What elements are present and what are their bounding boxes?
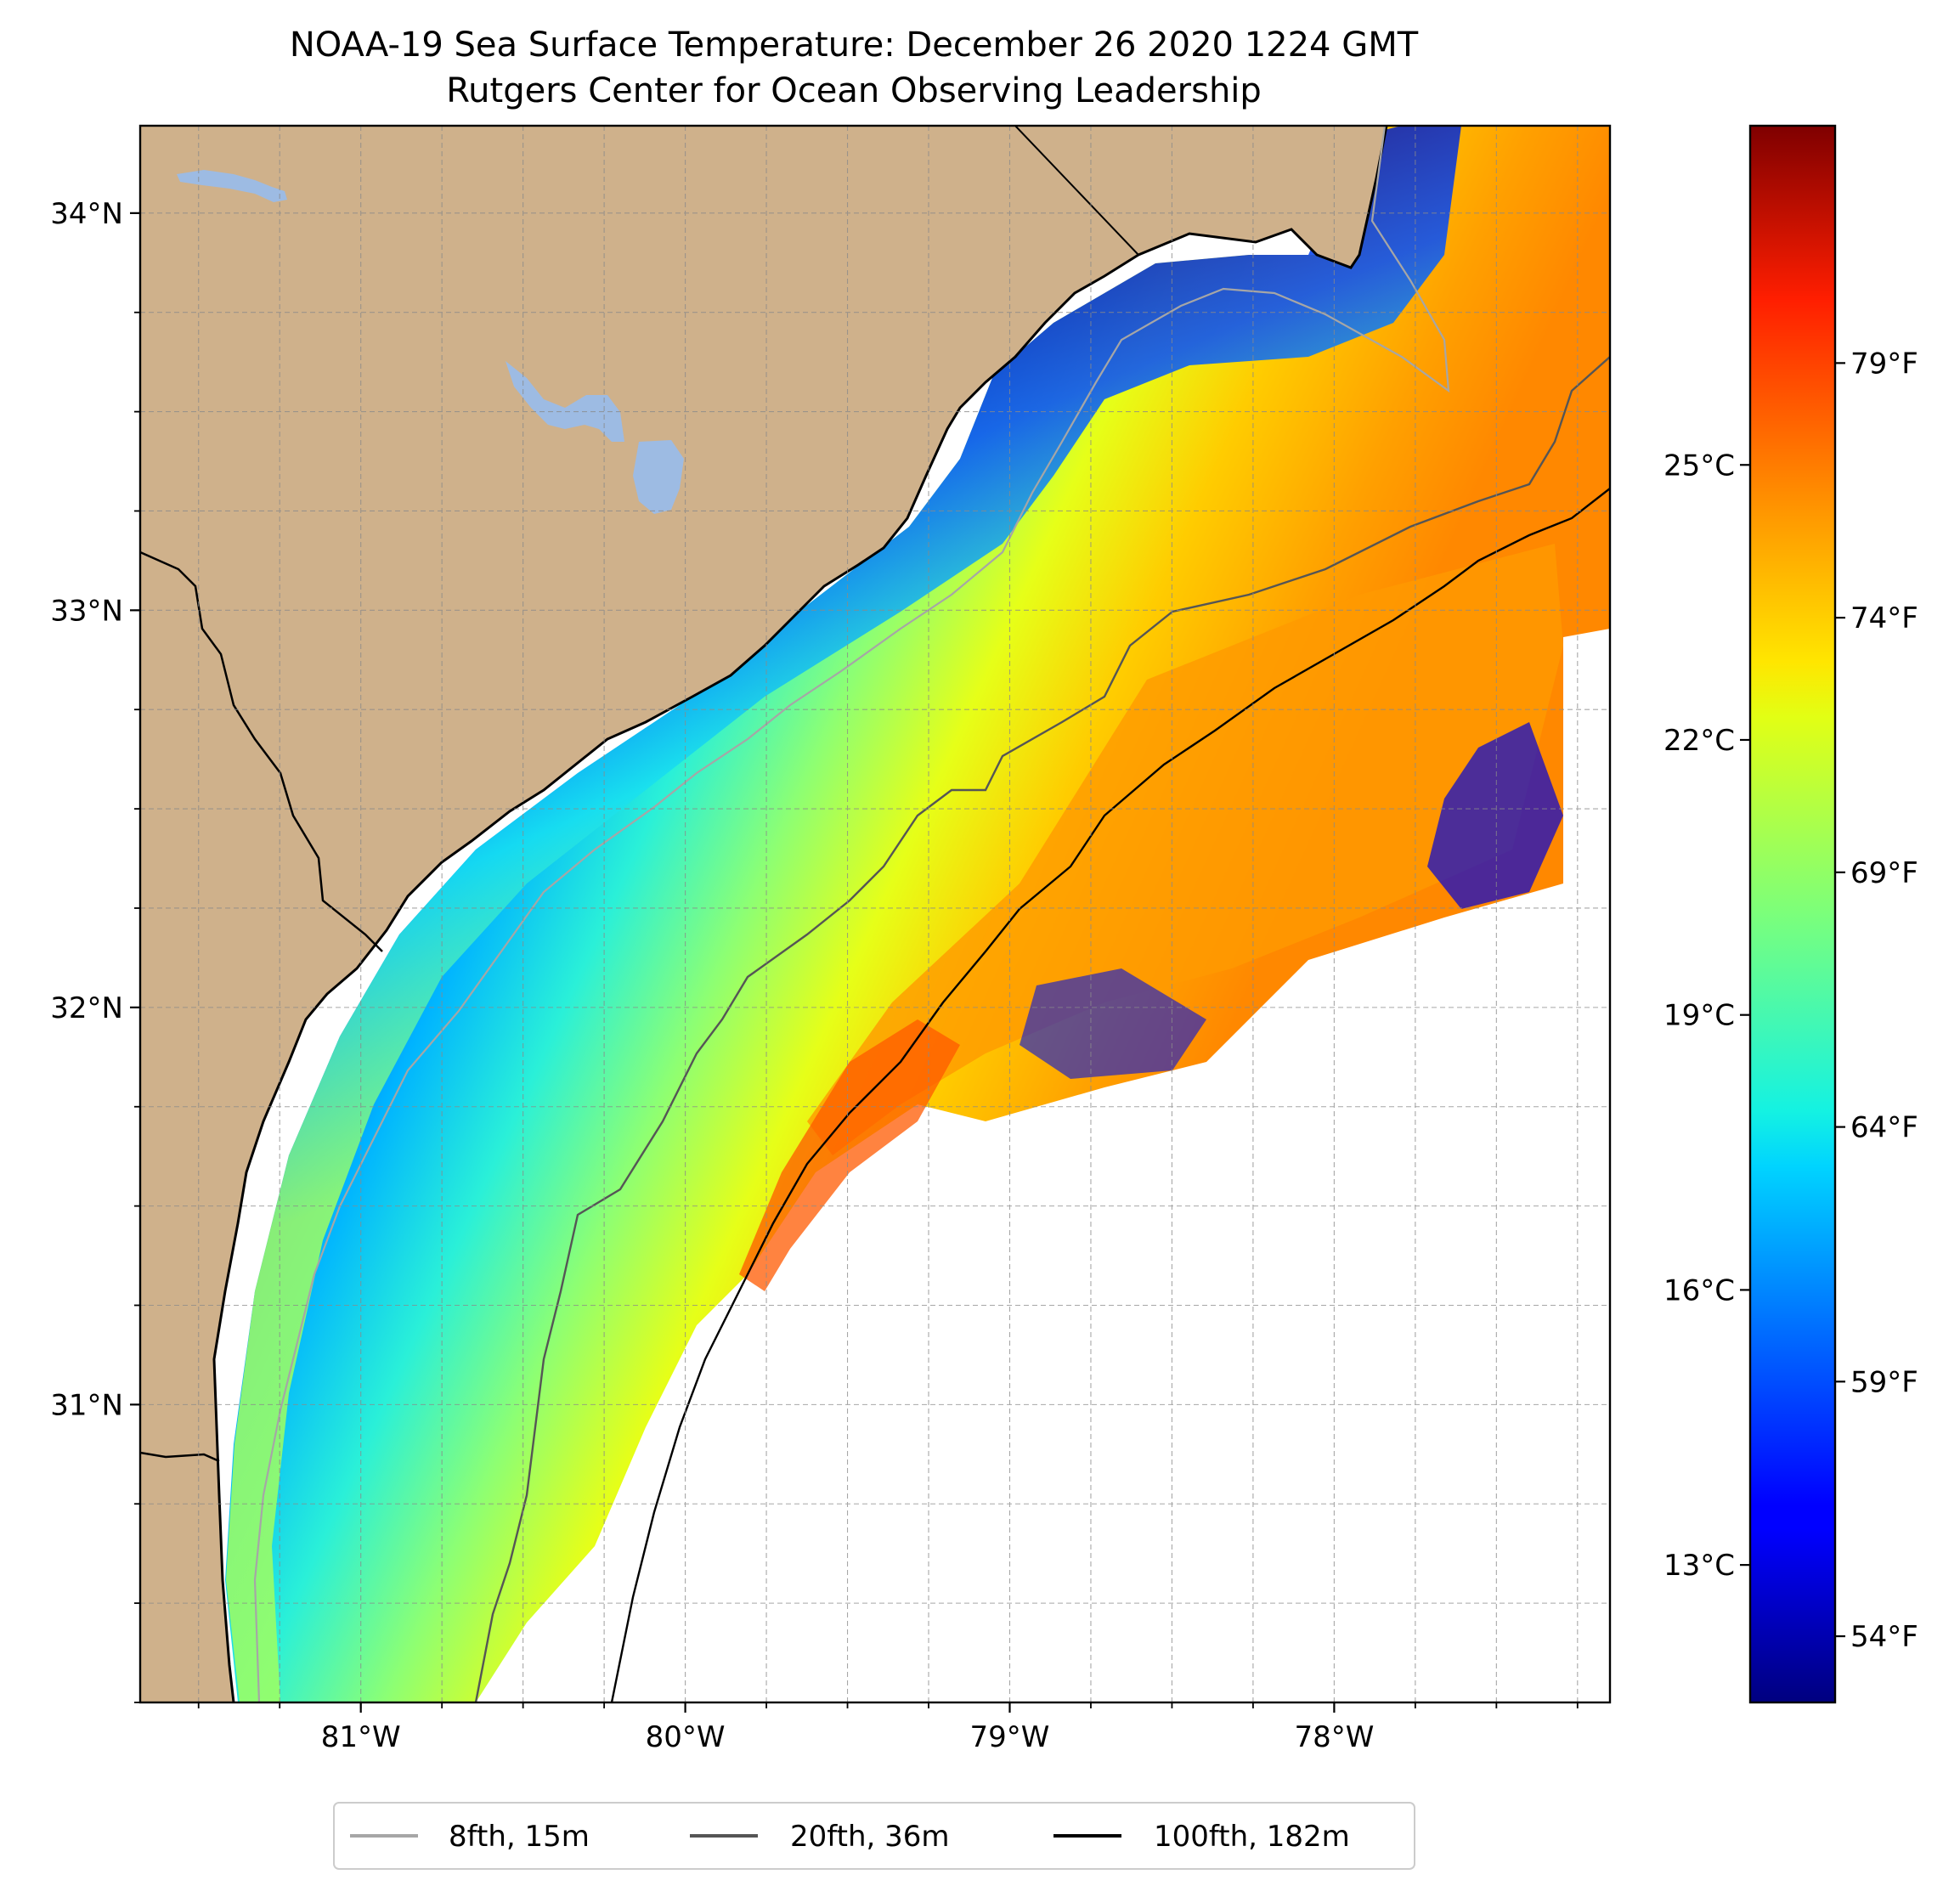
colorbar-celsius-label: 25°C: [1663, 449, 1735, 483]
sst-field: [225, 126, 1610, 1702]
map-frame: [138, 124, 1612, 1704]
legend-label-20fth: 20fth, 36m: [790, 1820, 950, 1854]
colorbar-celsius-label: 22°C: [1663, 724, 1735, 758]
sst-nearshore-cold-band: [226, 126, 1461, 1702]
isobaths: [253, 126, 1610, 1702]
lakes: [177, 170, 684, 514]
nc-sc-border: [1014, 126, 1139, 256]
lat-tick-label: 32°N: [50, 991, 123, 1025]
lat-axis: 34°N 33°N 32°N 31°N: [50, 197, 140, 1703]
sst-region-main: [225, 126, 1610, 1702]
lake-2: [506, 361, 624, 442]
coastline: [212, 126, 1388, 1702]
lon-tick-label: 78°W: [1294, 1720, 1374, 1754]
sst-warm-offshore-patch: [807, 544, 1563, 1155]
lon-tick-label: 80°W: [646, 1720, 726, 1754]
colorbar-celsius-label: 19°C: [1663, 999, 1735, 1033]
colorbar-fahrenheit-label: 74°F: [1850, 601, 1918, 635]
isobath-20fth: [474, 356, 1610, 1702]
legend-item-20fth: 20fth, 36m: [690, 1820, 950, 1854]
isobath-8fth: [253, 126, 1450, 1702]
colorbar-gradient: [1750, 126, 1835, 1702]
colorbar-celsius-label: 16°C: [1663, 1273, 1735, 1307]
map-area: [140, 126, 1610, 1702]
colorbar-fahrenheit-label: 64°F: [1850, 1111, 1918, 1145]
land-mass: [140, 126, 1387, 1702]
colorbar-fahrenheit-label: 79°F: [1850, 347, 1918, 381]
lat-tick-label: 31°N: [50, 1388, 123, 1422]
colorbar-fahrenheit-label: 54°F: [1850, 1620, 1918, 1654]
colorbar: 13°C 16°C 19°C 22°C 25°C 54°F 59°F 64°F 69°F 74°…: [1663, 124, 1918, 1704]
gridlines: [140, 126, 1610, 1702]
isobath-100fth: [610, 488, 1610, 1702]
sst-cold-eddy-1: [1427, 722, 1563, 909]
colorbar-fahrenheit-label: 59°F: [1850, 1365, 1918, 1399]
lon-tick-label: 79°W: [970, 1720, 1050, 1754]
sst-cold-eddy-2: [1020, 968, 1206, 1079]
legend-label-100fth: 100fth, 182m: [1154, 1820, 1350, 1854]
legend-item-100fth: 100fth, 182m: [1053, 1820, 1350, 1854]
legend-item-8fth: 8fth, 15m: [350, 1820, 590, 1854]
ga-fl-border: [140, 1451, 220, 1463]
lat-tick-label: 33°N: [50, 594, 123, 628]
title-line-1: NOAA-19 Sea Surface Temperature: Decembe…: [290, 25, 1419, 65]
colorbar-fahrenheit-label: 69°F: [1850, 856, 1918, 890]
colorbar-frame: [1748, 124, 1837, 1704]
title-line-2: Rutgers Center for Ocean Observing Leade…: [446, 71, 1262, 110]
lon-tick-label: 81°W: [321, 1720, 401, 1754]
lon-axis: 81°W 80°W 79°W 78°W: [197, 1702, 1579, 1754]
lake-3: [633, 440, 684, 514]
legend-label-8fth: 8fth, 15m: [449, 1820, 590, 1854]
colorbar-celsius-label: 13°C: [1663, 1549, 1735, 1583]
lat-tick-label: 34°N: [50, 197, 123, 231]
colorbar-celsius-axis: 13°C 16°C 19°C 22°C 25°C: [1663, 449, 1750, 1583]
isobath-legend: 8fth, 15m 20fth, 36m 100fth, 182m: [333, 1802, 1415, 1870]
borders: [140, 126, 1388, 1702]
legend-box: [333, 1802, 1415, 1870]
lake-1: [177, 170, 287, 202]
sst-gulfstream-edge: [739, 1019, 960, 1291]
sc-ga-border: [140, 550, 383, 952]
colorbar-fahrenheit-axis: 54°F 59°F 64°F 69°F 74°F 79°F: [1835, 347, 1918, 1654]
